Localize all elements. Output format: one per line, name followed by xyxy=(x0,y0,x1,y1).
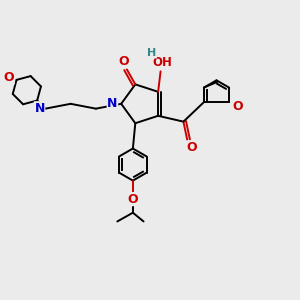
Text: O: O xyxy=(232,100,243,112)
Text: OH: OH xyxy=(153,56,172,69)
Text: O: O xyxy=(118,55,129,68)
Text: N: N xyxy=(107,97,118,110)
Text: O: O xyxy=(128,193,138,206)
Text: N: N xyxy=(34,102,45,115)
Text: H: H xyxy=(147,48,156,58)
Text: O: O xyxy=(3,71,14,84)
Text: O: O xyxy=(186,141,196,154)
